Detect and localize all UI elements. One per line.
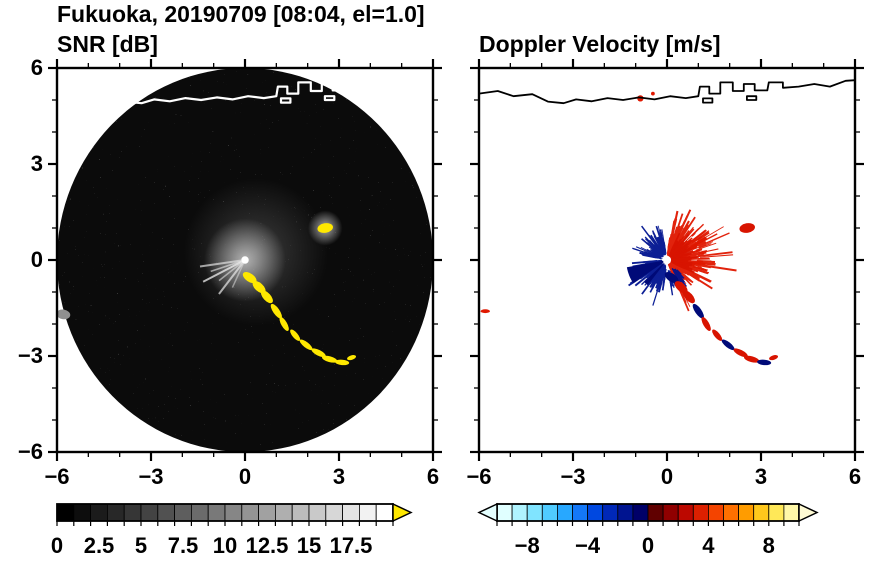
colorbar-tick-label: 7.5 [167,533,199,558]
colorbar-tick-label: 4 [702,533,715,558]
figure-title: Fukuoka, 20190709 [08:04, el=1.0] [57,1,425,27]
colorbar-tick-label: 0 [641,533,655,558]
x-tick-label: −3 [560,464,586,489]
snr-colorbar [56,502,413,526]
x-tick-label: 0 [238,464,252,489]
colorbar-tick-label: 12.5 [245,533,289,558]
x-tick-label: 6 [848,464,862,489]
colorbar-tick-label: 15 [296,533,322,558]
velocity-colorbar [477,502,819,526]
colorbar-tick-label: −4 [575,533,601,558]
velocity-plot-panel [470,59,864,461]
colorbar-tick-label: 5 [134,533,148,558]
y-tick-label: 3 [30,150,43,176]
colorbar-tick-label: 0 [50,533,64,558]
snr-plot-panel [48,59,442,461]
y-tick-label: 0 [30,246,43,272]
x-tick-label: 6 [426,464,440,489]
colorbar-tick-label: 8 [762,533,775,558]
y-tick-label: −3 [17,342,43,368]
colorbar-tick-label: 17.5 [329,533,373,558]
x-tick-label: 3 [332,464,346,489]
velocity-panel-title: Doppler Velocity [m/s] [479,31,721,57]
x-tick-label: 0 [660,464,674,489]
snr-panel-title: SNR [dB] [57,31,158,57]
colorbar-tick-label: 10 [212,533,238,558]
x-tick-label: −6 [466,464,492,489]
colorbar-tick-label: −8 [514,533,540,558]
y-tick-label: −6 [17,438,43,464]
x-tick-label: −3 [138,464,164,489]
y-tick-label: 6 [30,54,43,80]
colorbar-tick-label: 2.5 [83,533,115,558]
x-tick-label: 3 [754,464,768,489]
x-tick-label: −6 [44,464,70,489]
